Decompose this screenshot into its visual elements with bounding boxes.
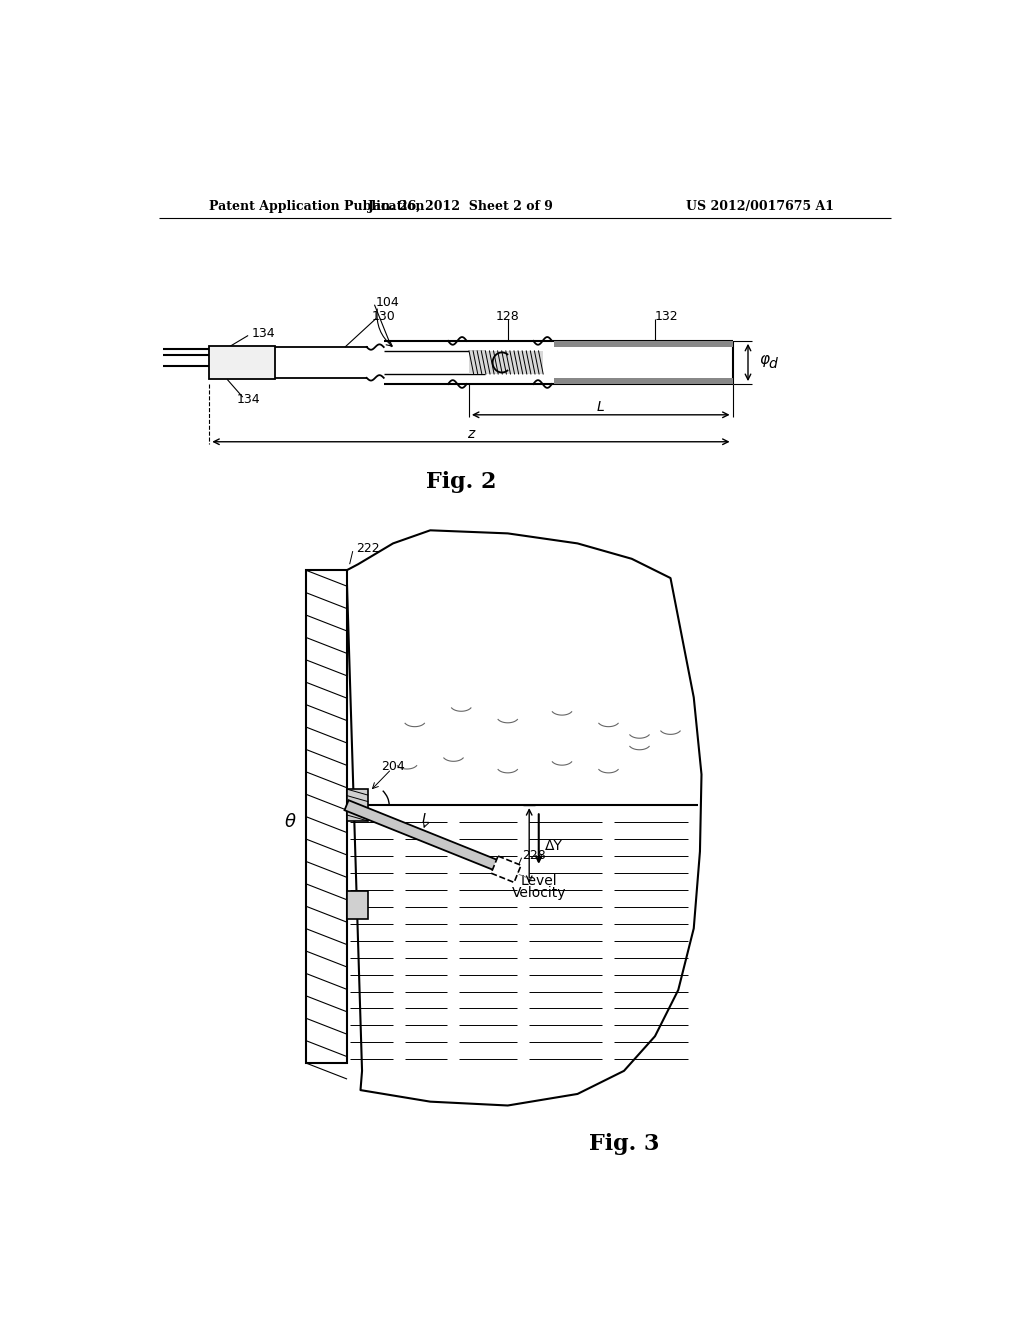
Polygon shape xyxy=(344,800,500,871)
Bar xyxy=(346,891,369,919)
Bar xyxy=(469,351,543,374)
Bar xyxy=(554,378,732,384)
Text: Jan. 26, 2012  Sheet 2 of 9: Jan. 26, 2012 Sheet 2 of 9 xyxy=(369,199,554,213)
Text: 128: 128 xyxy=(496,310,519,323)
Text: Velocity: Velocity xyxy=(512,886,566,900)
Text: z: z xyxy=(467,428,474,441)
Polygon shape xyxy=(492,857,521,882)
Text: 228: 228 xyxy=(522,849,546,862)
Bar xyxy=(346,789,369,821)
Text: Level: Level xyxy=(520,874,557,887)
Text: ΔY: ΔY xyxy=(545,838,562,853)
Text: Fig. 2: Fig. 2 xyxy=(426,471,497,492)
Bar xyxy=(209,346,275,379)
Text: Patent Application Publication: Patent Application Publication xyxy=(209,199,425,213)
Text: 134: 134 xyxy=(252,326,275,339)
Text: θ: θ xyxy=(285,813,296,832)
Text: L: L xyxy=(597,400,604,414)
Text: US 2012/0017675 A1: US 2012/0017675 A1 xyxy=(686,199,834,213)
Text: L: L xyxy=(422,812,430,825)
Text: 132: 132 xyxy=(655,310,679,323)
Text: 104: 104 xyxy=(376,296,399,309)
Bar xyxy=(306,570,346,1063)
Text: φ: φ xyxy=(759,352,769,367)
Text: 222: 222 xyxy=(356,543,380,556)
Text: d: d xyxy=(768,356,777,371)
Bar xyxy=(554,341,732,347)
Text: Fig. 3: Fig. 3 xyxy=(589,1133,659,1155)
Text: 134: 134 xyxy=(237,393,260,407)
Text: 130: 130 xyxy=(372,310,396,323)
Text: 204: 204 xyxy=(381,760,406,774)
